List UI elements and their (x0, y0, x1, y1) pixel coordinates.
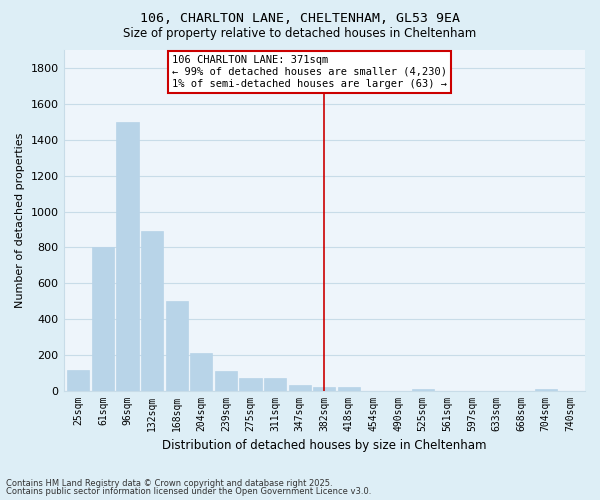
X-axis label: Distribution of detached houses by size in Cheltenham: Distribution of detached houses by size … (162, 440, 487, 452)
Text: Size of property relative to detached houses in Cheltenham: Size of property relative to detached ho… (124, 28, 476, 40)
Text: Contains HM Land Registry data © Crown copyright and database right 2025.: Contains HM Land Registry data © Crown c… (6, 478, 332, 488)
Text: 106 CHARLTON LANE: 371sqm
← 99% of detached houses are smaller (4,230)
1% of sem: 106 CHARLTON LANE: 371sqm ← 99% of detac… (172, 56, 447, 88)
Bar (289, 385, 311, 391)
Bar (338, 388, 360, 391)
Bar (239, 378, 262, 391)
Bar (264, 378, 286, 391)
Bar (67, 370, 89, 391)
Bar (92, 248, 114, 391)
Text: 106, CHARLTON LANE, CHELTENHAM, GL53 9EA: 106, CHARLTON LANE, CHELTENHAM, GL53 9EA (140, 12, 460, 26)
Bar (215, 372, 237, 391)
Bar (141, 232, 163, 391)
Bar (412, 390, 434, 391)
Bar (116, 122, 139, 391)
Text: Contains public sector information licensed under the Open Government Licence v3: Contains public sector information licen… (6, 487, 371, 496)
Bar (166, 302, 188, 391)
Bar (190, 354, 212, 391)
Bar (313, 386, 335, 391)
Y-axis label: Number of detached properties: Number of detached properties (15, 133, 25, 308)
Bar (535, 390, 557, 391)
